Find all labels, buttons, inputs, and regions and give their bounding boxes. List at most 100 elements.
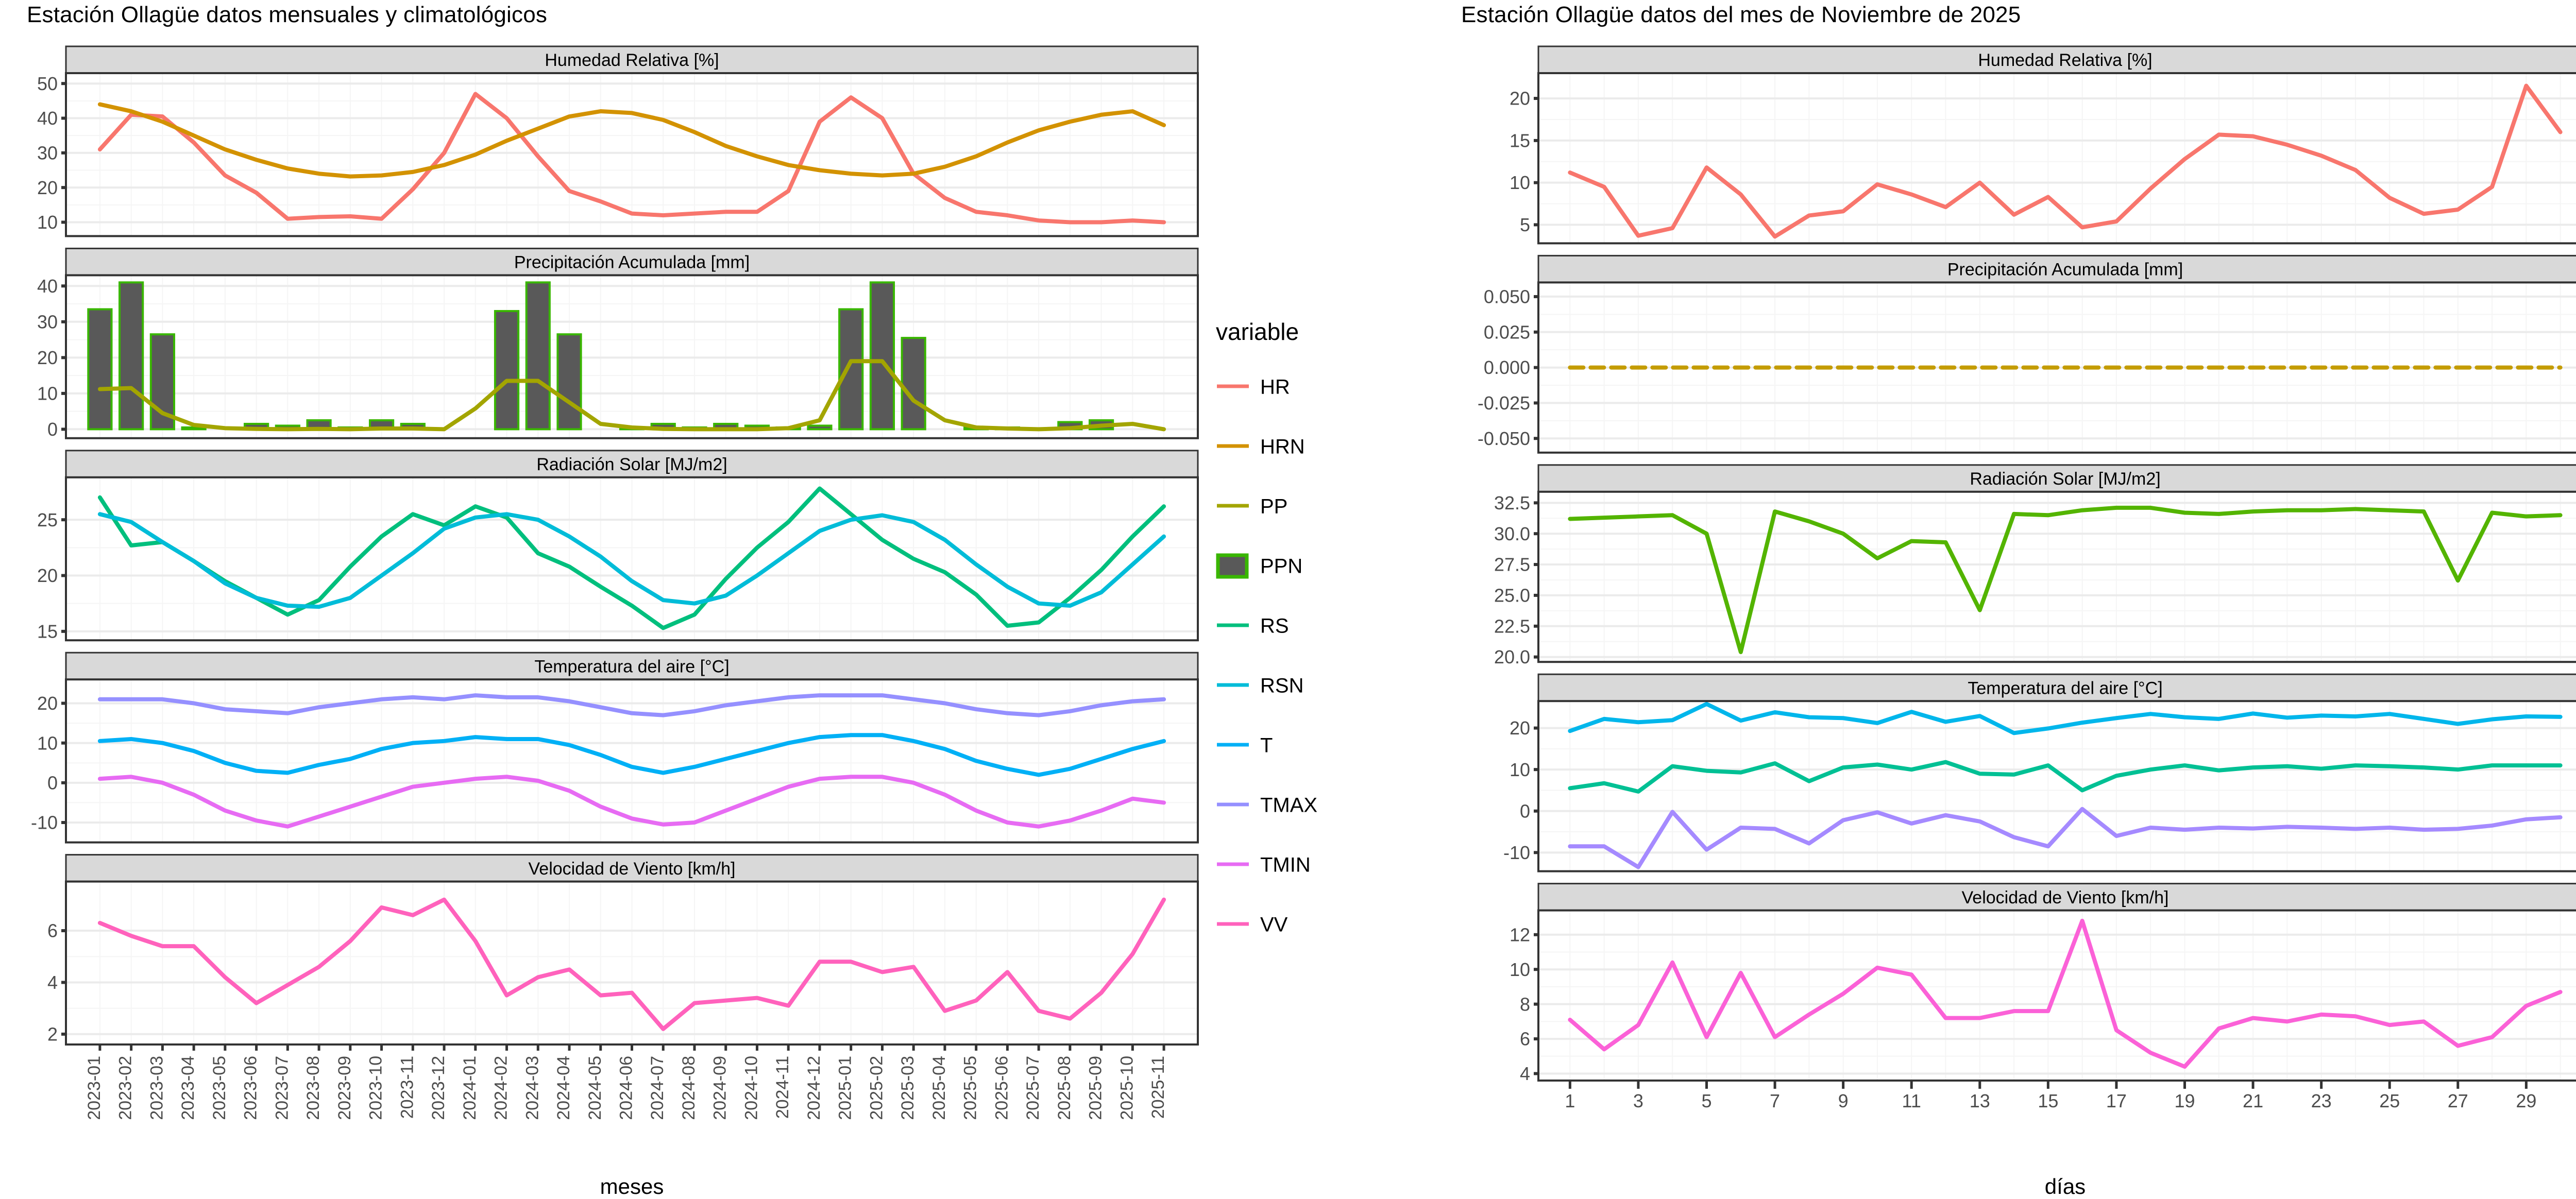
y-tick-label: -10 (31, 812, 58, 833)
x-tick-label: 2024-11 (773, 1056, 792, 1119)
facet-2: Radiación Solar [MJ/m2] 20.0 22.5 25.0 27.5 3… (1494, 464, 2576, 667)
x-tick-label: 13 (1970, 1090, 1990, 1111)
y-tick-label: 0 (47, 772, 58, 793)
legend-label-RSN: RSN (1260, 674, 1303, 697)
y-tick-label: 15 (37, 621, 58, 642)
bar (118, 281, 144, 431)
bar (87, 308, 113, 431)
x-tick-label: 2023-06 (241, 1056, 261, 1120)
y-tick-label: 10 (1510, 172, 1530, 193)
x-tick-label: 11 (1902, 1090, 1921, 1111)
facet-strip-label: Velocidad de Viento [km/h] (529, 859, 736, 879)
facet-strip-label: Humedad Relativa [%] (545, 50, 719, 70)
bar (181, 426, 207, 431)
y-tick-label: 5 (1520, 214, 1530, 235)
x-tick-label: 27 (2448, 1090, 2468, 1111)
x-tick-label: 2024-08 (679, 1056, 699, 1120)
left-plot-title: Estación Ollagüe datos mensuales y clima… (27, 2, 548, 27)
legend-label-TMIN: TMIN (1260, 853, 1311, 876)
facet-4: Velocidad de Viento [km/h] 4 6 8 10 12 (1510, 883, 2576, 1084)
left-facet-chart: Humedad Relativa [%] 10 20 30 40 50 Precipitac… (31, 45, 1317, 1198)
y-tick-label: 0 (47, 419, 58, 440)
x-tick-label: 2025-02 (867, 1056, 886, 1120)
y-tick-label: 20.0 (1494, 646, 1530, 667)
y-tick-label: 20 (37, 347, 58, 368)
x-axis-label: meses (600, 1174, 664, 1198)
x-tick-label: 21 (2243, 1090, 2263, 1111)
x-tick-label: 2023-07 (272, 1056, 292, 1120)
y-tick-label: 0.050 (1484, 286, 1530, 307)
x-tick-label: 7 (1770, 1090, 1780, 1111)
x-tick-label: 23 (2311, 1090, 2332, 1111)
y-tick-label: 0.000 (1484, 357, 1530, 378)
x-tick-label: 2024-06 (617, 1056, 636, 1120)
x-tick-label: 2025-07 (1023, 1056, 1043, 1120)
legend-label-HR: HR (1260, 375, 1290, 398)
y-tick-label: 27.5 (1494, 554, 1530, 575)
series-line-PP (97, 359, 1166, 432)
x-tick-label: 17 (2106, 1090, 2127, 1111)
x-tick-label: 29 (2516, 1090, 2536, 1111)
series-line-VV (1568, 918, 2563, 1069)
series-line-RS (97, 486, 1166, 630)
y-tick-label: -0.025 (1478, 392, 1530, 414)
y-tick-label: 50 (37, 73, 58, 94)
y-tick-label: 10 (1510, 959, 1530, 980)
facet-1: Precipitación Acumulada [mm] -0.050 -0.025… (1478, 254, 2576, 454)
series-line-VV (97, 897, 1166, 1031)
y-tick-label: 6 (1520, 1029, 1530, 1050)
y-tick-label: 22.5 (1494, 615, 1530, 637)
facet-strip-label: Humedad Relativa [%] (1978, 50, 2152, 70)
x-tick-label: 2024-10 (741, 1056, 761, 1120)
x-tick-label: 2025-08 (1055, 1056, 1074, 1120)
legend-label-TMAX: TMAX (1260, 794, 1317, 816)
x-tick-label: 15 (2038, 1090, 2058, 1111)
legend-key-PPN[interactable] (1216, 553, 1249, 579)
x-tick-label: 2024-07 (648, 1056, 667, 1120)
legend-label-PPN: PPN (1260, 555, 1302, 577)
facet-3: Temperatura del aire [°C] -10 0 10 20 (31, 652, 1199, 844)
x-tick-label: 2023-09 (335, 1056, 354, 1120)
y-tick-label: -0.050 (1478, 428, 1530, 449)
x-tick-label: 2025-05 (961, 1056, 980, 1120)
y-tick-label: 0.025 (1484, 321, 1530, 342)
x-tick-label: 2024-04 (554, 1056, 573, 1120)
series-line-T (1568, 760, 2563, 794)
series-line-TMAX (1568, 701, 2563, 735)
legend-label-HRN: HRN (1260, 435, 1305, 458)
x-tick-label: 2024-02 (492, 1056, 511, 1120)
y-tick-label: 25 (37, 509, 58, 530)
x-tick-label: 2023-02 (116, 1056, 135, 1120)
bar (807, 424, 833, 431)
daily-plot-panel: Estación Ollagüe datos del mes de Noviem… (1420, 0, 2576, 1199)
y-tick-label: 4 (1520, 1063, 1530, 1084)
bar (494, 310, 520, 431)
x-tick-label: 2023-08 (303, 1056, 323, 1120)
y-tick-label: 20 (37, 565, 58, 586)
y-tick-label: 20 (1510, 717, 1530, 739)
x-tick-label: 2024-09 (710, 1056, 730, 1120)
y-tick-label: 30.0 (1494, 523, 1530, 544)
legend: variable HR HRN PP PPN RS RSN T TMAX TMIN VV (1216, 318, 1317, 936)
series-line-RS (1568, 505, 2563, 655)
right-facet-chart: Humedad Relativa [%] 5 10 15 20 Precipitación… (1420, 0, 2576, 1199)
x-tick-label: 2023-12 (429, 1056, 448, 1120)
y-tick-label: 40 (37, 108, 58, 129)
x-tick-label: 2023-11 (397, 1056, 417, 1119)
bar (869, 281, 895, 431)
x-tick-label: 2025-10 (1117, 1056, 1137, 1120)
bar (556, 333, 582, 431)
x-tick-label: 2023-01 (84, 1056, 104, 1120)
x-tick-label: 2025-01 (836, 1056, 855, 1120)
y-tick-label: 20 (37, 693, 58, 714)
x-tick-label: 19 (2174, 1090, 2195, 1111)
facet-4: Velocidad de Viento [km/h] 2 4 6 (47, 854, 1199, 1046)
x-tick-label: 2025-11 (1148, 1056, 1168, 1119)
y-tick-label: 25.0 (1494, 585, 1530, 606)
facet-3: Temperatura del aire [°C] -10 0 10 20 (1503, 673, 2576, 872)
y-tick-label: 4 (47, 972, 58, 993)
legend-label-PP: PP (1260, 495, 1287, 518)
facet-2: Radiación Solar [MJ/m2] 15 20 25 (37, 450, 1199, 642)
legend-label-T: T (1260, 734, 1273, 757)
x-tick-label: 2023-10 (366, 1056, 386, 1120)
